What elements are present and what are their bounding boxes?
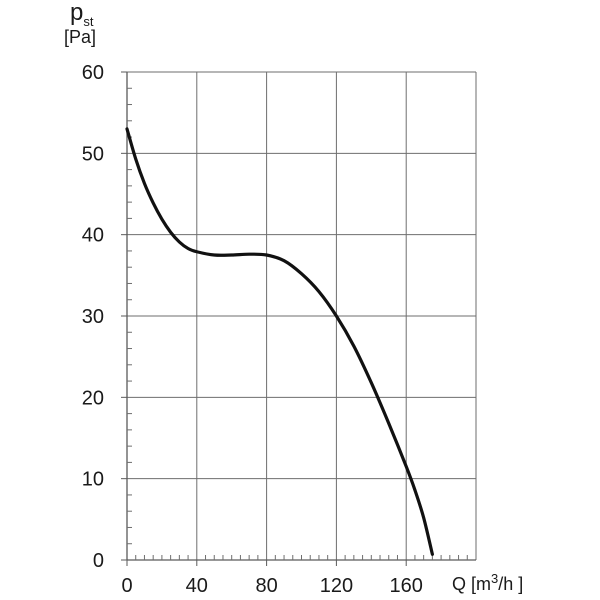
y-tick-label: 0 [93, 550, 104, 572]
x-tick-label: 0 [121, 575, 132, 597]
series-layer [125, 127, 434, 556]
x-tick-label: 40 [186, 575, 208, 597]
y-tick-label: 30 [82, 306, 104, 328]
svg-text:pst: pst [70, 0, 94, 29]
y-tick-label: 40 [82, 225, 104, 247]
grid [127, 71, 477, 560]
tick-labels: 0 40 80 120 160 0 10 20 30 40 50 60 [82, 62, 423, 597]
x-axis-unit-open: [m [471, 574, 491, 594]
y-tick-label: 20 [82, 387, 104, 409]
y-axis-title: pst [Pa] [64, 0, 96, 47]
x-tick-label: 160 [390, 575, 423, 597]
y-tick-label: 10 [82, 469, 104, 491]
y-axis-symbol: p [70, 0, 83, 26]
y-axis-symbol-subscript: st [83, 14, 94, 29]
y-tick-label: 60 [82, 62, 104, 84]
x-tick-label: 120 [320, 575, 353, 597]
x-axis-unit-superscript: 3 [491, 571, 498, 586]
axes [121, 71, 476, 566]
pressure-curve-line [125, 127, 434, 556]
svg-text:Q[m3/h ]: Q [m3/h ] [452, 571, 523, 594]
x-tick-label: 80 [255, 575, 277, 597]
y-tick-label: 50 [82, 143, 104, 165]
x-axis-symbol: Q [452, 574, 466, 594]
y-axis-unit: [Pa] [64, 27, 96, 47]
x-axis-title: Q [m3/h ] [452, 571, 523, 594]
x-axis-unit-close: /h ] [498, 574, 523, 594]
